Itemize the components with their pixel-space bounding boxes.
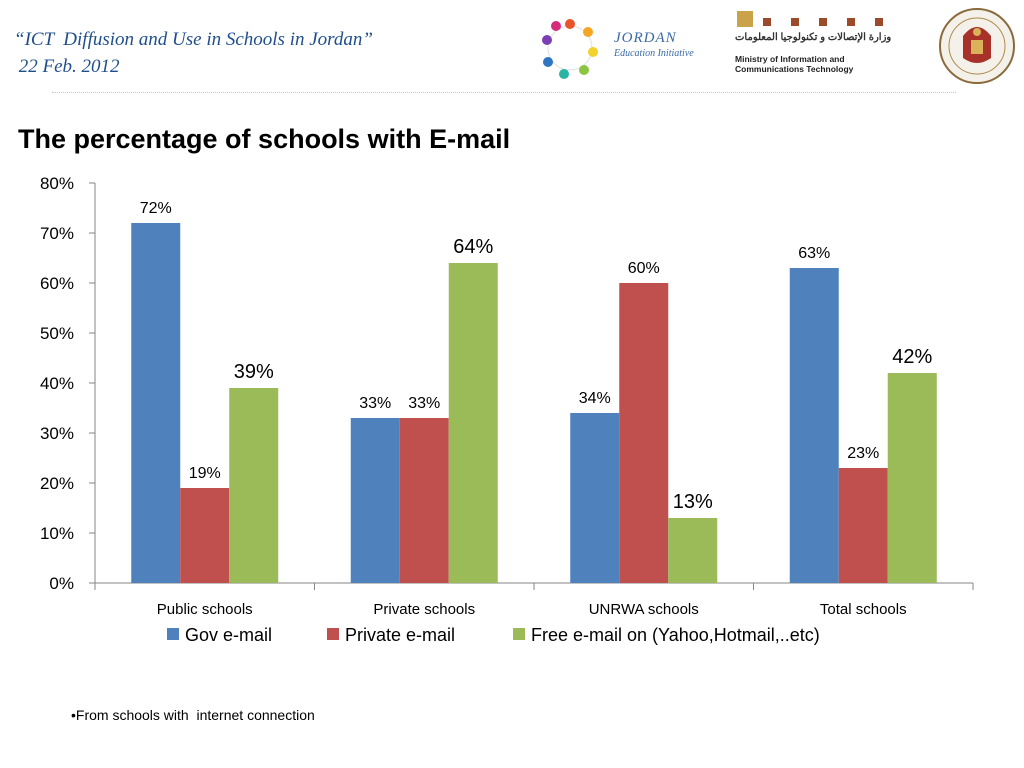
bar [570,413,620,583]
x-category-label: UNRWA schools [589,601,699,618]
legend-swatch [513,628,525,640]
moict-arabic-name: وزارة الإتصالات و تكنولوجيا المعلومات [735,32,892,43]
x-category-label: Public schools [157,601,253,618]
data-label: 42% [892,346,932,368]
data-label: 60% [628,260,660,277]
data-label: 34% [579,390,611,407]
moict-english-line1: Ministry of Information and [735,54,845,64]
ministry-of-education-seal [936,6,1018,86]
bar [399,418,449,583]
legend-swatch [167,628,179,640]
royal-crest-icon [939,8,1015,84]
moict-english-name: Ministry of Information and Communicatio… [735,54,853,74]
y-tick-label: 10% [40,524,74,543]
bar [131,223,181,583]
data-label: 39% [234,361,274,383]
bar [838,468,888,583]
y-tick-label: 40% [40,374,74,393]
footnote: •From schools with internet connection [71,707,315,723]
data-label: 19% [189,465,221,482]
bar [350,418,400,583]
bar [668,518,718,583]
moict-english-line2: Communications Technology [735,64,854,74]
y-tick-label: 20% [40,474,74,493]
bar [887,373,937,583]
y-tick-label: 80% [40,174,74,193]
legend-label: Private e-mail [345,625,455,645]
slide-title: The percentage of schools with E-mail [18,124,511,154]
presentation-title: “ICT Diffusion and Use in Schools in Jor… [14,26,373,80]
moict-emblem-icon [737,11,883,27]
x-category-label: Total schools [820,601,907,618]
ministry-ict-logo: وزارة الإتصالات و تكنولوجيا المعلومات Mi… [735,10,895,76]
y-tick-label: 50% [40,324,74,343]
data-label: 33% [359,395,391,412]
jei-emblem-icon [542,19,598,79]
data-label: 33% [408,395,440,412]
data-label: 63% [798,245,830,262]
jei-logo-line1: JORDAN [614,30,677,46]
legend-label: Free e-mail on (Yahoo,Hotmail,..etc) [531,625,820,645]
bar [448,263,498,583]
x-category-label: Private schools [373,601,475,618]
header-divider [52,92,956,93]
data-label: 64% [453,236,493,258]
legend-swatch [327,628,339,640]
data-label: 13% [673,491,713,513]
y-tick-label: 0% [49,574,74,593]
y-tick-label: 60% [40,274,74,293]
presentation-title-line1: “ICT Diffusion and Use in Schools in Jor… [14,29,373,50]
bar-chart: 0% 10% 20% 30% 40% 50% 60% 70% 80% 72% 19% 39% Publi… [40,174,974,645]
bar [180,488,230,583]
bar [229,388,279,583]
jei-logo-line2: Education Initiative [614,48,694,59]
bar [789,268,839,583]
jordan-education-initiative-logo: JORDAN Education Initiative [530,12,720,84]
presentation-date: 22 Feb. 2012 [14,56,120,77]
y-tick-label: 70% [40,224,74,243]
data-label: 72% [140,200,172,217]
data-label: 23% [847,445,879,462]
y-tick-label: 30% [40,424,74,443]
bar [619,283,669,583]
legend-label: Gov e-mail [185,625,272,645]
